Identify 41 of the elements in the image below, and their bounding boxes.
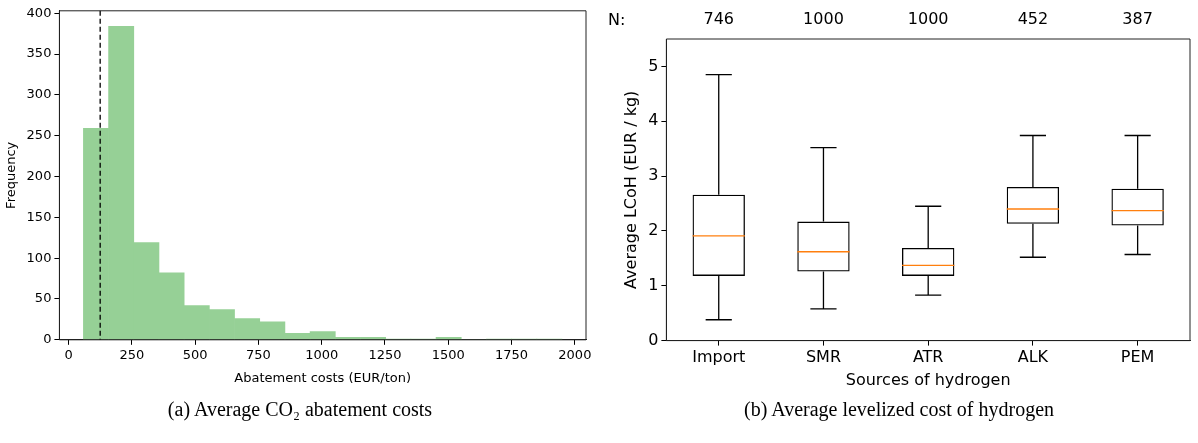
y-tick-label: 4 [648, 110, 659, 130]
y-tick-label: 250 [26, 127, 52, 143]
x-axis-title: Abatement costs (EUR/ton) [234, 369, 412, 385]
x-tick-label: 2000 [558, 346, 592, 362]
y-tick-label: 350 [26, 45, 52, 61]
y-tick-label: 150 [26, 208, 52, 224]
text: 746 [703, 9, 735, 29]
text: 387 [1122, 9, 1153, 29]
y-tick-label: 3 [648, 165, 659, 185]
y-tick-label: 1 [648, 274, 659, 294]
y-tick-label: 0 [648, 329, 659, 349]
x-tick-label: ATR [912, 347, 944, 367]
x-tick-label: 250 [119, 346, 145, 362]
x-tick-label: ALK [1017, 347, 1049, 367]
y-tick-label: 100 [26, 249, 52, 265]
x-tick-label: 750 [245, 346, 271, 362]
y-axis-title: Average LCoH (EUR / kg) [620, 90, 640, 289]
text: 1000 [803, 9, 844, 29]
x-tick-label: PEM [1120, 347, 1155, 367]
y-tick-label: 300 [26, 86, 52, 102]
x-tick-label: Import [692, 347, 746, 367]
text: (b) Average levelized cost of hydrogen [742, 398, 1056, 421]
y-tick-label: 200 [26, 167, 52, 183]
text: N: [608, 10, 626, 29]
x-tick-label: 500 [182, 346, 208, 362]
y-tick-label: 50 [34, 290, 52, 306]
text: 1000 [907, 9, 949, 29]
x-tick-label: 0 [64, 346, 73, 362]
x-tick-label: 1500 [431, 346, 465, 362]
x-tick-label: 1250 [368, 346, 402, 362]
x-tick-label: 1000 [305, 346, 339, 362]
y-tick-label: 0 [43, 331, 52, 347]
y-tick-label: 5 [648, 55, 659, 75]
text: (a) Average CO₂ abatement costs [166, 398, 434, 421]
y-axis-title: Frequency [3, 141, 19, 209]
x-tick-label: SMR [805, 347, 841, 367]
text: 452 [1017, 9, 1049, 29]
y-tick-label: 2 [648, 220, 659, 240]
x-axis-title: Sources of hydrogen [845, 369, 1011, 389]
y-tick-label: 400 [26, 4, 52, 20]
x-tick-label: 1750 [495, 346, 529, 362]
